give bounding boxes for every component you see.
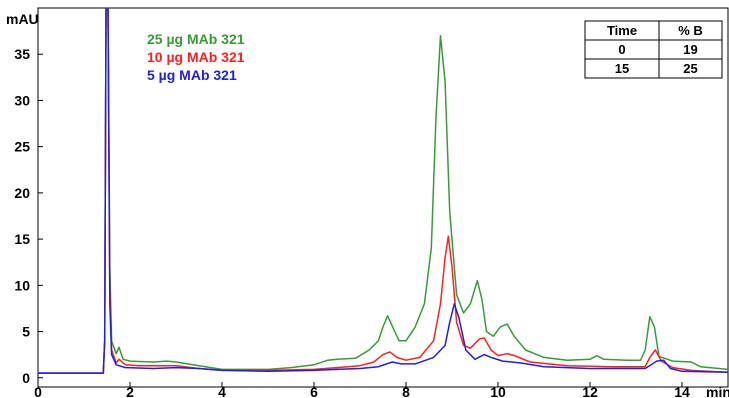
table-cell-row1-time: 0 <box>618 42 625 57</box>
x-tick-label: 6 <box>310 384 318 398</box>
trace-5-g-mab-321 <box>38 8 728 374</box>
x-tick-label: 8 <box>402 384 410 398</box>
plot-frame <box>37 7 729 388</box>
x-tick-label: 10 <box>490 384 506 398</box>
y-tick-label: 10 <box>14 277 30 293</box>
x-tick-label: 4 <box>218 384 226 398</box>
table-cell-row2-time: 15 <box>615 61 629 76</box>
y-tick-label: 0 <box>22 370 30 386</box>
legend: 25 µg MAb 321 10 µg MAb 321 5 µg MAb 321 <box>147 31 245 83</box>
gradient-table: Time % B 0 19 15 25 <box>584 20 723 79</box>
y-tick-label: 25 <box>14 139 30 155</box>
y-axis-unit-label: mAU <box>6 11 39 27</box>
x-axis-ticks: 0 2 4 6 8 10 12 14 <box>34 382 690 398</box>
legend-entry-10ug: 10 µg MAb 321 <box>147 49 245 65</box>
y-tick-label: 5 <box>22 324 30 340</box>
x-axis-unit-label: min <box>706 384 729 398</box>
x-tick-label: 14 <box>674 384 690 398</box>
y-tick-label: 20 <box>14 185 30 201</box>
y-tick-label: 35 <box>14 46 30 62</box>
legend-entry-5ug: 5 µg MAb 321 <box>147 67 237 83</box>
table-cell-row2-percent-b: 25 <box>683 61 697 76</box>
y-tick-label: 15 <box>14 231 30 247</box>
y-tick-label: 30 <box>14 92 30 108</box>
trace-10-g-mab-321 <box>38 8 728 374</box>
table-border <box>584 20 723 79</box>
trace-25-g-mab-321 <box>38 8 728 374</box>
y-axis-ticks: 0 5 10 15 20 25 30 35 <box>14 46 43 386</box>
table-header-time: Time <box>607 23 637 38</box>
legend-entry-25ug: 25 µg MAb 321 <box>147 31 245 47</box>
x-tick-label: 0 <box>34 384 42 398</box>
x-tick-label: 12 <box>582 384 598 398</box>
table-header-percent-b: % B <box>678 23 703 38</box>
table-cell-row1-percent-b: 19 <box>683 42 697 57</box>
x-tick-label: 2 <box>126 384 134 398</box>
chromatogram-traces <box>38 8 728 374</box>
